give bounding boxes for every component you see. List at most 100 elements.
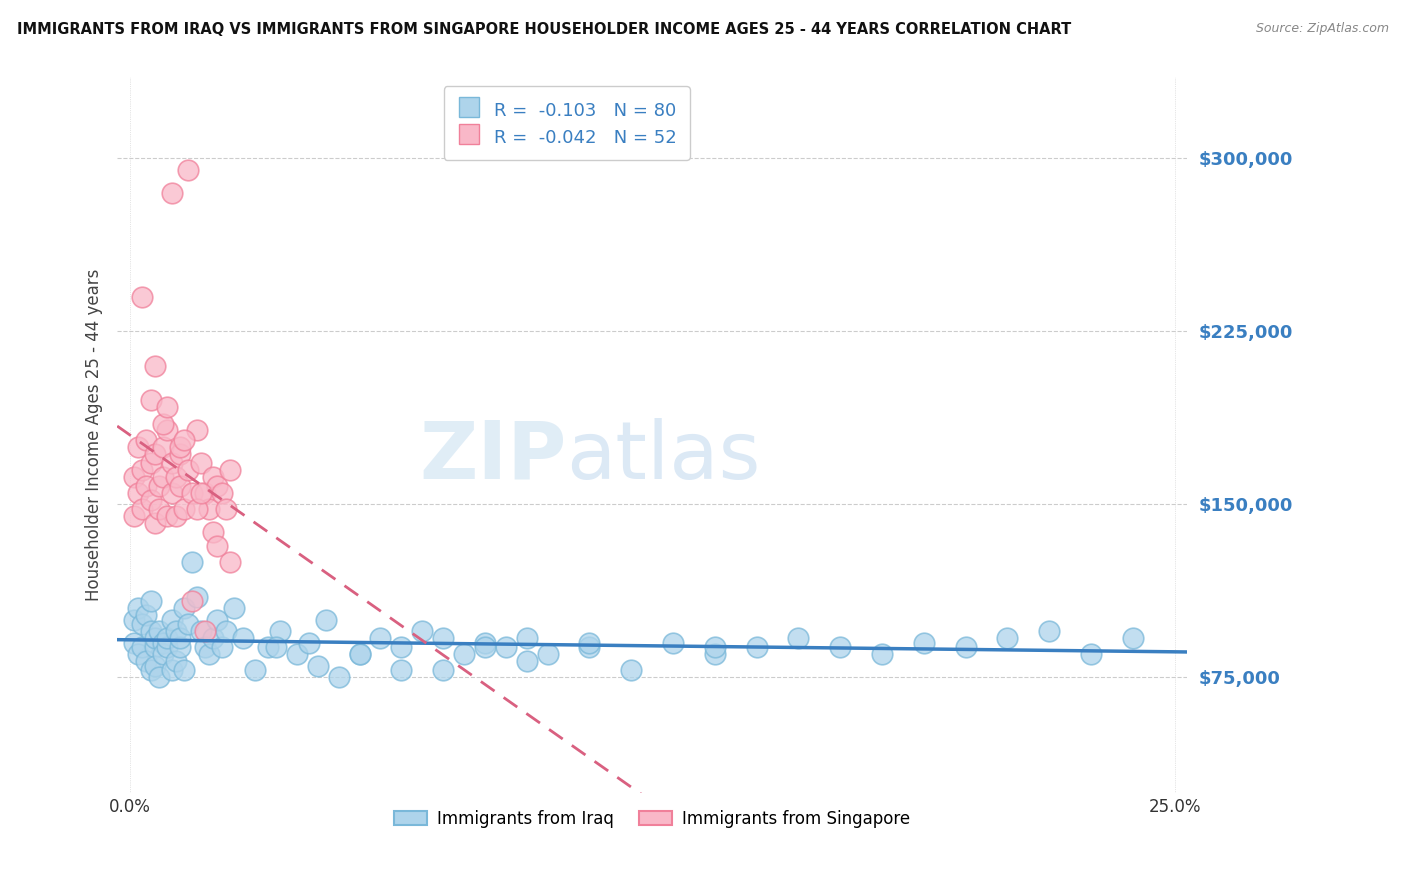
Point	[122, 613, 145, 627]
Point	[411, 624, 433, 639]
Point	[156, 401, 179, 415]
Point	[264, 640, 287, 655]
Point	[177, 463, 200, 477]
Point	[152, 417, 174, 431]
Point	[127, 647, 149, 661]
Point	[474, 636, 496, 650]
Point	[1080, 647, 1102, 661]
Point	[787, 631, 810, 645]
Point	[243, 664, 266, 678]
Point	[156, 640, 179, 655]
Point	[955, 640, 977, 655]
Point	[1038, 624, 1060, 639]
Point	[870, 647, 893, 661]
Point	[135, 654, 157, 668]
Point	[215, 501, 238, 516]
Point	[474, 640, 496, 655]
Point	[156, 424, 179, 438]
Point	[177, 162, 200, 177]
Point	[127, 485, 149, 500]
Point	[315, 613, 337, 627]
Point	[269, 624, 291, 639]
Point	[127, 601, 149, 615]
Point	[662, 636, 685, 650]
Y-axis label: Householder Income Ages 25 - 44 years: Householder Income Ages 25 - 44 years	[86, 268, 103, 601]
Point	[211, 640, 233, 655]
Point	[143, 640, 166, 655]
Point	[349, 647, 371, 661]
Point	[143, 516, 166, 530]
Point	[165, 624, 187, 639]
Point	[139, 393, 162, 408]
Point	[190, 456, 212, 470]
Text: atlas: atlas	[567, 417, 761, 495]
Point	[173, 501, 195, 516]
Point	[160, 186, 183, 200]
Point	[186, 501, 208, 516]
Point	[453, 647, 475, 661]
Point	[143, 446, 166, 460]
Point	[186, 590, 208, 604]
Point	[148, 479, 170, 493]
Point	[703, 640, 725, 655]
Point	[169, 479, 191, 493]
Point	[143, 359, 166, 373]
Text: ZIP: ZIP	[419, 417, 567, 495]
Point	[181, 555, 204, 569]
Point	[160, 613, 183, 627]
Point	[432, 664, 454, 678]
Point	[135, 479, 157, 493]
Point	[537, 647, 560, 661]
Point	[620, 664, 643, 678]
Point	[139, 492, 162, 507]
Point	[143, 631, 166, 645]
Point	[131, 463, 153, 477]
Point	[173, 601, 195, 615]
Point	[194, 485, 217, 500]
Point	[219, 555, 242, 569]
Point	[173, 433, 195, 447]
Point	[307, 658, 329, 673]
Point	[127, 440, 149, 454]
Point	[202, 524, 225, 539]
Point	[165, 508, 187, 523]
Point	[211, 485, 233, 500]
Point	[516, 654, 538, 668]
Point	[207, 539, 229, 553]
Point	[256, 640, 278, 655]
Point	[160, 485, 183, 500]
Point	[173, 664, 195, 678]
Point	[152, 469, 174, 483]
Point	[1122, 631, 1144, 645]
Point	[207, 479, 229, 493]
Point	[190, 485, 212, 500]
Point	[169, 631, 191, 645]
Point	[285, 647, 308, 661]
Point	[194, 624, 217, 639]
Point	[139, 456, 162, 470]
Point	[181, 485, 204, 500]
Point	[135, 607, 157, 622]
Point	[349, 647, 371, 661]
Point	[370, 631, 392, 645]
Point	[165, 469, 187, 483]
Point	[516, 631, 538, 645]
Point	[122, 508, 145, 523]
Point	[160, 456, 183, 470]
Point	[745, 640, 768, 655]
Point	[495, 640, 517, 655]
Point	[912, 636, 935, 650]
Point	[143, 658, 166, 673]
Point	[198, 647, 221, 661]
Point	[177, 617, 200, 632]
Point	[152, 440, 174, 454]
Point	[122, 469, 145, 483]
Point	[830, 640, 852, 655]
Point	[139, 624, 162, 639]
Point	[148, 670, 170, 684]
Legend: Immigrants from Iraq, Immigrants from Singapore: Immigrants from Iraq, Immigrants from Si…	[387, 803, 917, 834]
Point	[139, 664, 162, 678]
Point	[190, 624, 212, 639]
Point	[202, 469, 225, 483]
Point	[131, 501, 153, 516]
